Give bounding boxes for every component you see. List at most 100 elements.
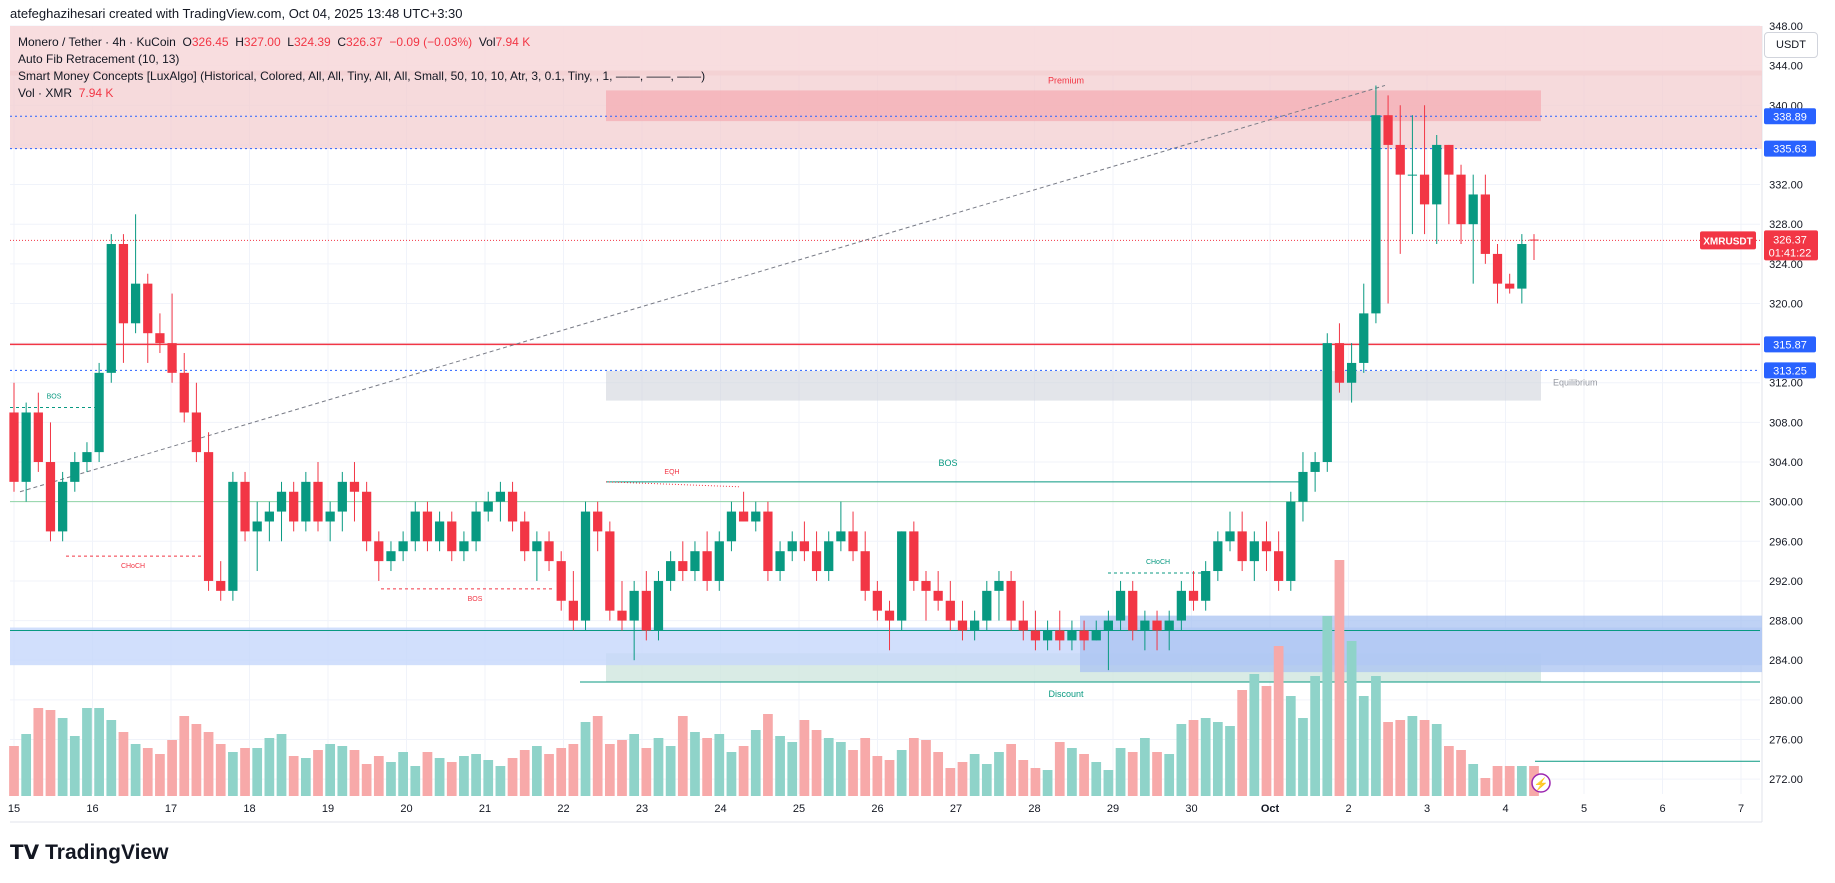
volume-bar (1346, 641, 1357, 796)
close-value: 326.37 (346, 35, 383, 49)
x-axis-tick-label: Oct (1261, 803, 1280, 815)
symbol-label[interactable]: Monero / Tether · 4h · KuCoin (18, 35, 176, 49)
volume-indicator-label: Vol · XMR (18, 86, 73, 100)
volume-bar (604, 744, 615, 796)
candle-body (666, 561, 676, 581)
volume-bar (203, 732, 214, 796)
open-label: O (182, 35, 192, 49)
candle-body (1225, 531, 1235, 542)
candle-body (933, 590, 943, 601)
volume-bar (1140, 738, 1150, 796)
candle-body (1480, 194, 1490, 254)
y-axis-tick-label: 304.00 (1769, 457, 1803, 469)
candle-body (556, 561, 566, 601)
candle-body (836, 531, 846, 542)
volume-bar (1298, 718, 1308, 796)
candle-body (970, 620, 980, 631)
y-axis-tick-label: 332.00 (1769, 180, 1803, 192)
volume-bar (763, 714, 773, 796)
volume-bar (215, 744, 226, 796)
candle-body (58, 481, 68, 532)
x-axis-tick-label: 16 (86, 803, 98, 815)
candle-body (629, 590, 639, 621)
volume-bar (519, 750, 530, 796)
candle-body (276, 491, 287, 512)
price-tag-level-4: 313.25 (1773, 365, 1807, 377)
low-value: 324.39 (293, 35, 331, 49)
candle-body (313, 481, 323, 522)
candle-body (447, 521, 457, 552)
volume-bar (726, 752, 737, 796)
volume-bar (410, 766, 421, 796)
order-block (1080, 615, 1762, 673)
x-axis-tick-label: 5 (1581, 803, 1587, 815)
volume-bar (1200, 718, 1211, 796)
candle-body (1188, 590, 1199, 601)
candle-body (726, 511, 737, 542)
volume-bar (1188, 720, 1199, 796)
candle-body (155, 333, 165, 344)
high-label: H (235, 35, 244, 49)
candle-body (374, 541, 384, 562)
eqh-label: EQH (664, 469, 679, 476)
candle-body (1164, 620, 1174, 631)
volume-bar (1042, 770, 1053, 796)
y-axis-tick-label: 312.00 (1769, 378, 1803, 390)
y-axis-tick-label: 272.00 (1769, 774, 1803, 786)
candle-body (1346, 362, 1357, 383)
candle-body (982, 590, 992, 621)
volume-bar (276, 734, 287, 796)
candle-body (1334, 343, 1345, 383)
volume-bar (1395, 720, 1406, 796)
candle-body (495, 491, 506, 502)
candle-body (824, 541, 834, 572)
lightning-icon (1531, 773, 1551, 793)
tradingview-logo-icon: 𝗧𝗩 (10, 842, 40, 864)
legend-indicator-volume[interactable]: Vol · XMR 7.94 K (18, 85, 705, 102)
candle-body (1274, 551, 1284, 581)
x-axis-tick-label: 30 (1185, 803, 1197, 815)
volume-bar (1115, 748, 1126, 796)
volume-bar (507, 758, 518, 796)
volume-bar (434, 758, 445, 796)
volume-bar (1516, 766, 1527, 796)
candle-body (1310, 462, 1320, 472)
candle-body (702, 551, 712, 581)
volume-bar (264, 738, 275, 796)
candle-body (33, 412, 43, 463)
candle-body (1432, 144, 1442, 205)
volume-bar (1310, 676, 1320, 796)
y-axis-tick-label: 280.00 (1769, 695, 1803, 707)
bos-label: BOS (938, 458, 957, 468)
volume-bar (1030, 768, 1041, 796)
candle-body (909, 531, 919, 581)
volume-bar (300, 758, 311, 796)
candle-body (1067, 630, 1077, 641)
volume-bar (142, 748, 153, 796)
x-axis-tick-label: 20 (400, 803, 412, 815)
currency-selector-button[interactable]: USDT (1764, 32, 1818, 58)
x-axis-tick-label: 21 (479, 803, 491, 815)
candle-body (1213, 541, 1223, 572)
candle-body (1079, 630, 1089, 641)
volume-bar (1504, 766, 1515, 796)
equilibrium-zone (606, 370, 1541, 401)
candle-body (678, 561, 688, 572)
legend-indicator-smc[interactable]: Smart Money Concepts [LuxAlgo] (Historic… (18, 69, 706, 83)
y-axis-tick-label: 320.00 (1769, 298, 1803, 310)
volume-bar (1018, 760, 1029, 796)
volume-indicator-value: 7.94 K (78, 86, 114, 100)
current-price-tag: 326.37 (1773, 234, 1807, 246)
candle-body (45, 462, 56, 532)
candle-body (532, 541, 542, 552)
legend-indicator-fib[interactable]: Auto Fib Retracement (10, 13) (18, 52, 180, 66)
choch-label: CHoCH (1146, 559, 1170, 566)
volume-bar (228, 752, 238, 796)
candle-body (507, 491, 518, 522)
candle-body (1529, 239, 1539, 241)
candle-body (1261, 541, 1272, 552)
x-axis-tick-label: 18 (243, 803, 255, 815)
candle-body (240, 481, 250, 532)
premium-zone-label: Premium (1048, 75, 1084, 85)
